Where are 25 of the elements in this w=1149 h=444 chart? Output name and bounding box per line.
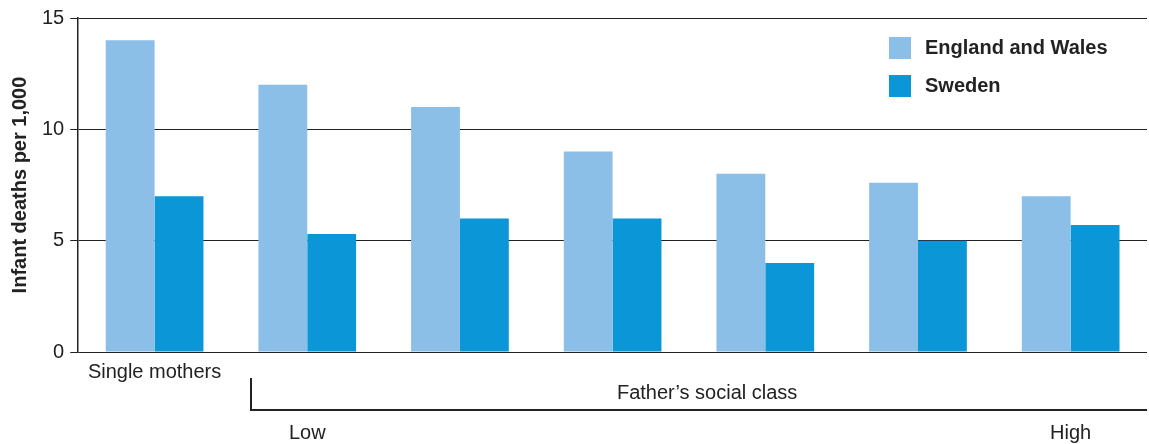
bar bbox=[765, 262, 815, 352]
x-axis-title: Father’s social class bbox=[616, 380, 798, 403]
bar bbox=[459, 218, 509, 352]
bar bbox=[307, 233, 357, 352]
legend-label: Sweden bbox=[925, 73, 1001, 96]
bar bbox=[1070, 225, 1120, 352]
bar bbox=[258, 84, 308, 352]
bar bbox=[612, 218, 662, 352]
legend-label: England and Wales bbox=[925, 35, 1108, 58]
y-tick-label: 0 bbox=[53, 339, 65, 362]
text: High bbox=[1050, 420, 1092, 443]
y-axis-title: Infant deaths per 1,000 bbox=[7, 76, 30, 294]
y-tick-label: 15 bbox=[42, 5, 65, 28]
y-tick-label: 5 bbox=[53, 228, 65, 251]
bar bbox=[716, 173, 766, 352]
bar bbox=[154, 196, 204, 352]
bar bbox=[563, 151, 613, 352]
text: Low bbox=[288, 420, 327, 443]
y-tick-label: 10 bbox=[42, 116, 65, 139]
bar bbox=[1021, 196, 1071, 352]
x-tick-label: Single mothers bbox=[87, 359, 222, 382]
bar bbox=[869, 182, 918, 352]
bar bbox=[917, 240, 967, 352]
bar bbox=[105, 40, 155, 352]
bar bbox=[411, 107, 460, 352]
